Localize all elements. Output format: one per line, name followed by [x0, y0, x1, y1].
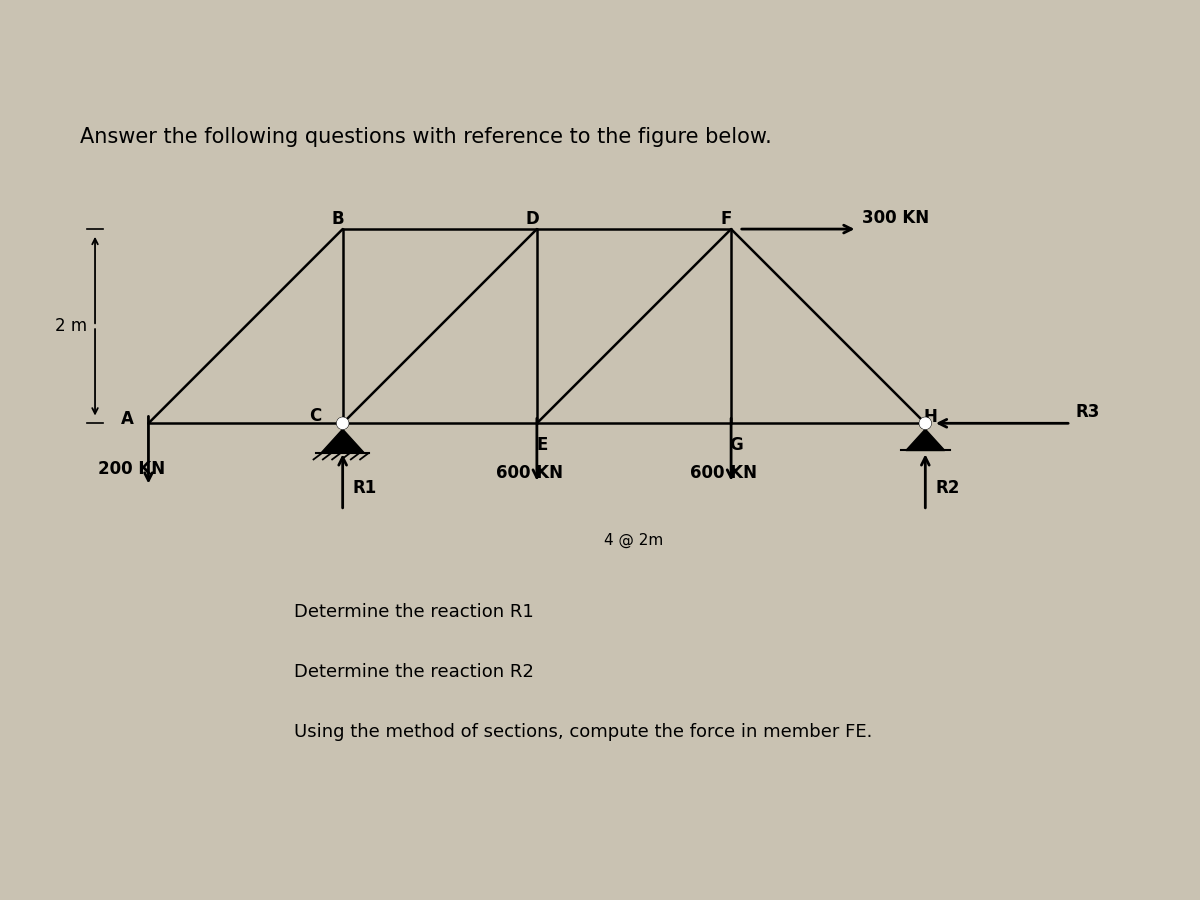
Text: B: B — [331, 211, 344, 229]
Circle shape — [919, 418, 931, 429]
Text: 300 KN: 300 KN — [862, 209, 929, 227]
Polygon shape — [906, 429, 944, 451]
Text: Determine the reaction R2: Determine the reaction R2 — [294, 663, 534, 681]
Text: Using the method of sections, compute the force in member FE.: Using the method of sections, compute th… — [294, 724, 872, 742]
Text: Answer the following questions with reference to the figure below.: Answer the following questions with refe… — [80, 127, 773, 147]
Text: G: G — [730, 436, 743, 454]
Text: 600 KN: 600 KN — [496, 464, 563, 482]
Circle shape — [920, 418, 931, 428]
Text: A: A — [121, 410, 133, 428]
Text: Determine the reaction R1: Determine the reaction R1 — [294, 603, 534, 621]
Text: 2 m: 2 m — [55, 317, 86, 335]
Circle shape — [337, 418, 348, 429]
Text: 600 KN: 600 KN — [690, 464, 757, 482]
Text: R1: R1 — [353, 479, 377, 497]
Circle shape — [337, 418, 348, 428]
Text: R3: R3 — [1076, 403, 1100, 421]
Text: H: H — [923, 409, 937, 427]
Text: 4 @ 2m: 4 @ 2m — [605, 533, 664, 548]
Text: E: E — [536, 436, 547, 454]
Text: F: F — [720, 211, 732, 229]
Text: R2: R2 — [935, 479, 960, 497]
Text: D: D — [526, 211, 539, 229]
Text: C: C — [310, 407, 322, 425]
Text: 200 KN: 200 KN — [98, 460, 166, 478]
Polygon shape — [322, 429, 364, 453]
